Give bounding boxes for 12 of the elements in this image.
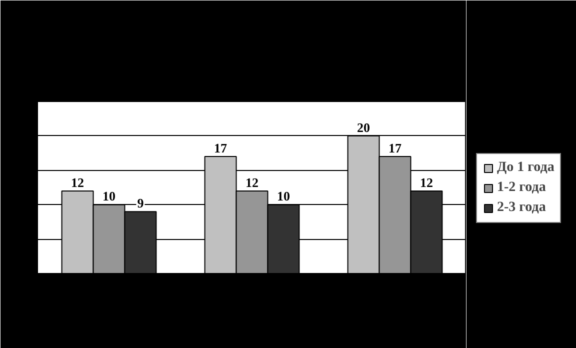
data-label: 12: [246, 174, 258, 190]
legend-label: 1-2 года: [497, 180, 546, 196]
data-label: 17: [388, 140, 402, 156]
legend-label: До 1 года: [497, 160, 554, 176]
data-label: 12: [420, 174, 433, 190]
data-label: 10: [276, 188, 290, 204]
data-label: 10: [102, 188, 116, 204]
data-label: 9: [137, 196, 144, 211]
data-label: 12: [71, 174, 84, 190]
data-label: 20: [357, 120, 370, 135]
legend-label: 2-3 года: [497, 200, 546, 216]
data-label: 17: [214, 140, 228, 156]
